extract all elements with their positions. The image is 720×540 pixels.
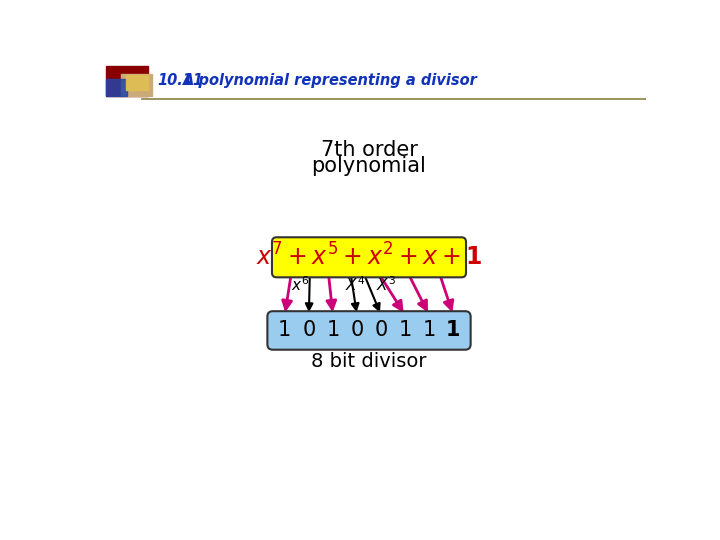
Text: $\mathit{X}^4$: $\mathit{X}^4$ xyxy=(345,275,366,294)
Text: 0: 0 xyxy=(351,320,364,340)
Text: $\mathit{x}^7 + \mathit{x}^5 + \mathit{x}^2 + \mathit{x} + \mathbf{1}$: $\mathit{x}^7 + \mathit{x}^5 + \mathit{x… xyxy=(256,244,482,271)
Text: 1: 1 xyxy=(446,320,461,340)
Text: 1: 1 xyxy=(326,320,340,340)
Text: A polynomial representing a divisor: A polynomial representing a divisor xyxy=(183,73,477,89)
Bar xyxy=(121,74,152,96)
Text: 1: 1 xyxy=(398,320,412,340)
Bar xyxy=(106,79,127,96)
Text: 1: 1 xyxy=(423,320,436,340)
FancyBboxPatch shape xyxy=(272,237,466,278)
Text: 0: 0 xyxy=(302,320,315,340)
Text: 8 bit divisor: 8 bit divisor xyxy=(311,352,427,371)
Text: 0: 0 xyxy=(374,320,387,340)
Bar xyxy=(127,75,148,90)
Text: 7th order: 7th order xyxy=(320,139,418,159)
Text: $\mathit{X}^3$: $\mathit{X}^3$ xyxy=(376,275,396,294)
Bar xyxy=(106,66,148,96)
Text: $\mathit{x}^6$: $\mathit{x}^6$ xyxy=(291,275,310,294)
Text: 10.11: 10.11 xyxy=(157,73,203,89)
Text: 1: 1 xyxy=(278,320,292,340)
Text: polynomial: polynomial xyxy=(312,157,426,177)
FancyBboxPatch shape xyxy=(267,311,471,350)
